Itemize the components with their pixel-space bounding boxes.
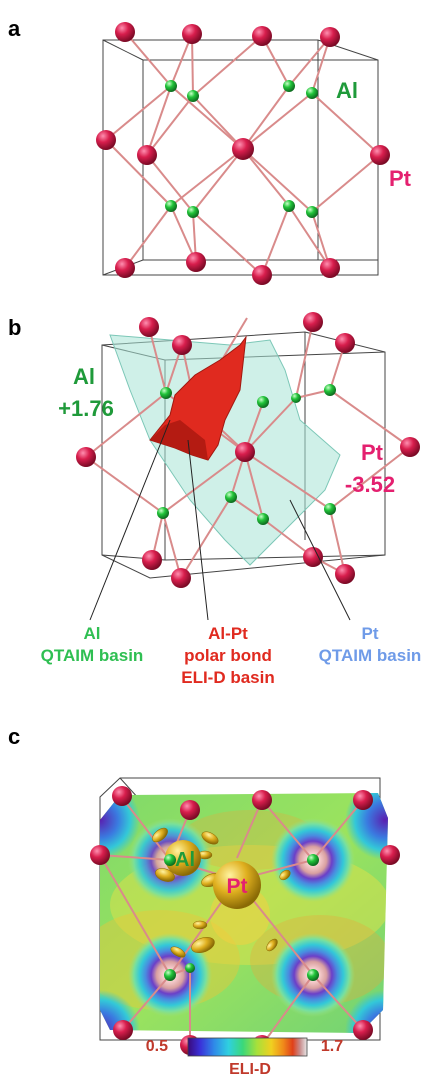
panel-b-callout-lines [89, 419, 351, 621]
pt-atom [252, 790, 272, 810]
pt-atom [182, 24, 202, 44]
panel-b: b [8, 312, 421, 687]
colorbar-min-label: 0.5 [146, 1038, 168, 1055]
colorbar-title: ELI-D [229, 1061, 271, 1078]
al-atom [187, 90, 199, 102]
colorbar: 0.5 1.7 ELI-D [146, 1037, 343, 1078]
callout-al-basin-line1: Al [84, 624, 101, 643]
pt-atom [252, 26, 272, 46]
al-atom [324, 503, 336, 515]
callout-pt-basin-line1: Pt [362, 624, 379, 643]
al-atom [165, 80, 177, 92]
al-atom [324, 384, 336, 396]
pt-atom [235, 442, 255, 462]
pt-atom [90, 845, 110, 865]
al-atom [291, 393, 301, 403]
pt-atom [180, 800, 200, 820]
pt-atom [353, 1020, 373, 1040]
al-atom [306, 87, 318, 99]
eli-d-attractors [152, 827, 291, 958]
eli-d-lobe [266, 938, 278, 952]
panel-b-al-charge: +1.76 [58, 396, 114, 421]
al-basin-sphere [165, 840, 201, 876]
panel-b-letter: b [8, 315, 21, 340]
panel-a-pt-label: Pt [389, 166, 412, 191]
pt-atom [400, 437, 420, 457]
panel-c-letter: c [8, 724, 20, 749]
eli-d-lobe [155, 868, 175, 882]
al-atom [307, 854, 319, 866]
al-atom [157, 507, 169, 519]
al-atom [185, 963, 195, 973]
pt-atom [96, 130, 116, 150]
callout-al-basin-line2: QTAIM basin [41, 646, 144, 665]
pt-atom [303, 312, 323, 332]
callout-pt-basin-line2: QTAIM basin [319, 646, 422, 665]
eli-d-lobe [201, 831, 219, 845]
al-atom [283, 80, 295, 92]
panel-c-al-label: Al [175, 849, 195, 871]
pt-atom [353, 790, 373, 810]
eli-d-lobe [191, 936, 215, 954]
al-atom [164, 854, 176, 866]
pt-atom [112, 786, 132, 806]
pt-basin-sphere [213, 861, 261, 909]
panel-a-pt-atoms [96, 22, 390, 285]
al-atom [225, 491, 237, 503]
colorbar-max-label: 1.7 [321, 1038, 343, 1055]
al-atom [306, 206, 318, 218]
pt-atom [252, 265, 272, 285]
pt-atom [171, 568, 191, 588]
pt-atom [142, 550, 162, 570]
pt-atom [380, 845, 400, 865]
alpt-eli-d-basin-shade [150, 420, 208, 460]
al-atom [165, 200, 177, 212]
panel-a-al-atoms [165, 80, 318, 218]
callout-alpt-line2: polar bond [184, 646, 272, 665]
pt-atom [115, 258, 135, 278]
pt-atom [172, 335, 192, 355]
al-atom [257, 513, 269, 525]
pt-atom [139, 317, 159, 337]
pt-atom [320, 27, 340, 47]
pt-atom [186, 252, 206, 272]
panel-a: a [8, 16, 412, 285]
panel-a-letter: a [8, 16, 21, 41]
eli-d-lobe [192, 920, 208, 930]
eli-d-lobe [279, 869, 291, 881]
pt-atom [113, 1020, 133, 1040]
callout-alpt-line1: Al-Pt [208, 624, 248, 643]
panel-b-pt-atoms [76, 312, 420, 588]
pt-atom [303, 547, 323, 567]
pt-atom [370, 145, 390, 165]
panel-b-pt-title: Pt [361, 440, 384, 465]
callout-alpt-line3: ELI-D basin [181, 668, 275, 687]
pt-atom [115, 22, 135, 42]
eli-d-lobe [152, 827, 168, 843]
pt-atom [232, 138, 254, 160]
al-atom [187, 206, 199, 218]
panel-a-al-label: Al [336, 78, 358, 103]
al-atom [160, 387, 172, 399]
al-atom [257, 396, 269, 408]
pt-atom [335, 333, 355, 353]
al-atom [283, 200, 295, 212]
panel-c-pt-label: Pt [227, 875, 248, 898]
panel-b-al-atoms [157, 384, 336, 525]
panel-b-al-title: Al [73, 364, 95, 389]
al-atom [164, 969, 176, 981]
colorbar-gradient [187, 1037, 308, 1057]
eli-d-lobe [170, 946, 186, 958]
panel-c: c [8, 724, 400, 1055]
pt-atom [335, 564, 355, 584]
panel-b-pt-charge: -3.52 [345, 472, 395, 497]
panel-c-al-atoms [164, 854, 319, 981]
pt-atom [76, 447, 96, 467]
pt-atom [137, 145, 157, 165]
al-atom [307, 969, 319, 981]
pt-atom [320, 258, 340, 278]
